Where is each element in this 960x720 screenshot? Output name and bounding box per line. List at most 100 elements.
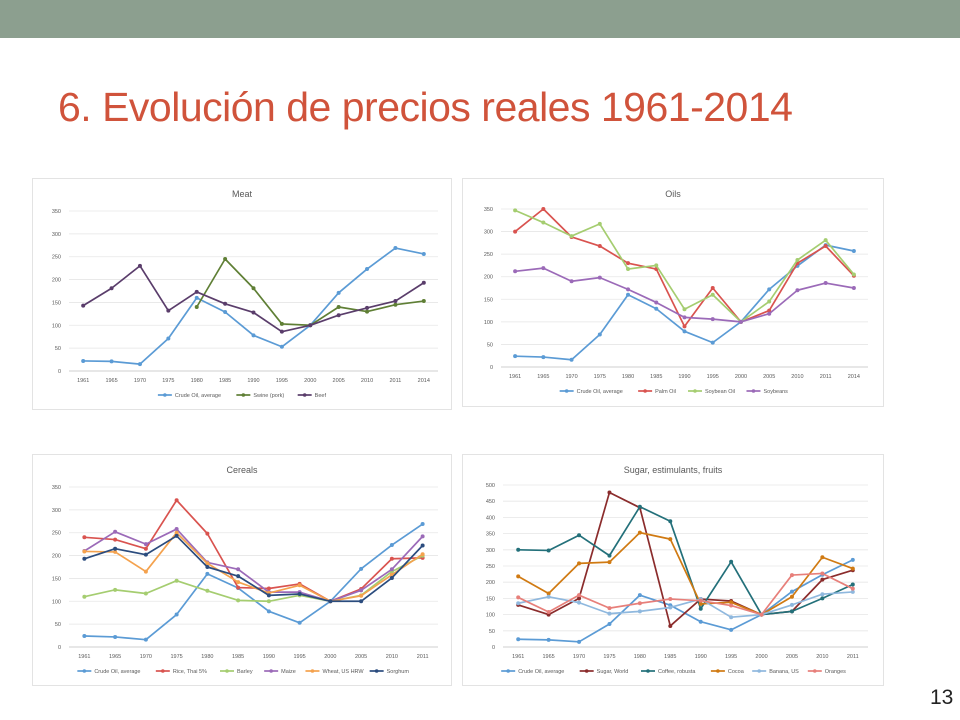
- x-tick-label: 1970: [134, 378, 146, 384]
- data-point-sorghum: [297, 591, 302, 596]
- data-point-beef: [308, 323, 313, 328]
- legend-marker-crude-oil-average: [506, 669, 510, 673]
- chart-title: Cereals: [226, 465, 258, 475]
- data-point-soybeans: [541, 266, 546, 271]
- legend-marker-sugar-world: [584, 669, 589, 673]
- data-point-oranges: [759, 612, 764, 617]
- x-tick-label: 1995: [707, 374, 719, 380]
- legend-marker-oranges: [812, 669, 817, 673]
- data-point-crude-oil-average: [569, 357, 574, 362]
- data-point-palm-oil: [626, 261, 631, 266]
- data-point-soybeans: [823, 281, 828, 286]
- x-tick-label: 1975: [603, 654, 615, 660]
- data-point-swine-pork: [279, 321, 284, 326]
- data-point-crude-oil-average: [223, 310, 228, 315]
- legend-label-coffee-robusta: Coffee, robusta: [658, 669, 696, 675]
- data-point-soybean-oil: [682, 307, 687, 312]
- x-tick-label: 2011: [390, 378, 402, 384]
- y-tick-label: 350: [486, 532, 495, 538]
- data-point-sugar-world: [577, 596, 582, 601]
- data-point-crude-oil-average: [607, 621, 612, 626]
- data-point-soybeans: [569, 279, 574, 284]
- data-point-maize: [236, 567, 241, 572]
- oils-chart: Oils 0 50 100 150 200 250 300 350 1961 1965 1970 197…: [462, 178, 884, 407]
- legend-marker-wheat-us-hrw: [310, 669, 315, 673]
- data-point-barley: [236, 598, 241, 603]
- data-point-soybeans: [597, 275, 602, 280]
- data-point-swine-pork: [421, 299, 426, 304]
- x-tick-label: 1990: [263, 654, 275, 660]
- legend-label-swine-pork: Swine (pork): [253, 393, 284, 399]
- x-tick-label: 2011: [820, 374, 832, 380]
- data-point-sorghum: [328, 599, 333, 604]
- data-point-wheat-us-hrw: [82, 549, 87, 554]
- data-point-barley: [143, 591, 148, 596]
- y-tick-label: 350: [52, 485, 61, 491]
- data-point-soybeans: [513, 269, 518, 274]
- data-point-crude-oil-average: [137, 362, 142, 367]
- data-point-rice-thai-5: [174, 498, 179, 503]
- data-point-coffee-robusta: [789, 609, 794, 614]
- data-point-crude-oil-average: [194, 295, 199, 300]
- data-point-palm-oil: [682, 324, 687, 329]
- x-tick-label: 2000: [304, 378, 316, 384]
- y-tick-label: 350: [52, 209, 61, 215]
- y-tick-label: 100: [484, 320, 493, 326]
- y-tick-label: 200: [486, 580, 495, 586]
- data-point-crude-oil-average: [710, 340, 715, 345]
- data-point-oranges: [850, 586, 855, 591]
- y-tick-label: 300: [52, 232, 61, 238]
- data-point-wheat-us-hrw: [143, 569, 148, 574]
- data-point-sorghum: [266, 593, 271, 598]
- data-point-palm-oil: [597, 244, 602, 249]
- data-point-coffee-robusta: [607, 553, 612, 558]
- data-point-beef: [109, 286, 114, 291]
- legend-label-banana-us: Banana, US: [769, 669, 799, 675]
- x-tick-label: 1961: [78, 654, 90, 660]
- y-tick-label: 0: [58, 369, 61, 375]
- x-tick-label: 2010: [816, 654, 828, 660]
- legend-marker-banana-us: [757, 669, 761, 673]
- legend-marker-soybean-oil: [693, 389, 697, 393]
- legend-label-crude-oil-average: Crude Oil, average: [94, 669, 140, 675]
- x-tick-label: 2010: [361, 378, 373, 384]
- x-tick-label: 1985: [219, 378, 231, 384]
- x-tick-label: 1980: [622, 374, 634, 380]
- x-tick-label: 2010: [386, 654, 398, 660]
- data-point-rice-thai-5: [205, 531, 210, 536]
- chart-title: Sugar, estimulants, fruits: [624, 465, 723, 475]
- data-point-rice-thai-5: [266, 586, 271, 591]
- series-line-soybean-oil: [514, 209, 855, 323]
- data-point-banana-us: [637, 609, 642, 614]
- data-point-crude-oil-average: [577, 639, 582, 644]
- data-point-cocoa: [698, 601, 703, 606]
- data-point-sugar-world: [668, 623, 673, 628]
- data-point-maize: [420, 534, 425, 539]
- y-tick-label: 0: [58, 645, 61, 651]
- data-point-sorghum: [359, 599, 364, 604]
- data-point-banana-us: [516, 601, 521, 606]
- x-tick-label: 1985: [232, 654, 244, 660]
- data-point-swine-pork: [251, 286, 256, 291]
- data-point-banana-us: [546, 594, 551, 599]
- legend-label-rice-thai-5: Rice, Thai 5%: [173, 669, 207, 675]
- x-tick-label: 2000: [735, 374, 747, 380]
- y-tick-label: 100: [486, 613, 495, 619]
- data-point-beef: [251, 310, 256, 315]
- data-point-sorghum: [205, 565, 210, 569]
- legend-label-beef: Beef: [315, 393, 327, 399]
- x-tick-label: 2005: [763, 374, 775, 380]
- data-point-beef: [166, 308, 171, 313]
- y-tick-label: 200: [484, 275, 493, 281]
- series-line-wheat-us-hrw: [84, 531, 424, 603]
- cereals-chart: Cereals 0 50 100 150 200 250 300 350 1961 1965 1970…: [32, 454, 452, 686]
- legend-marker-crude-oil-average: [564, 389, 569, 393]
- data-point-rice-thai-5: [236, 585, 241, 590]
- data-point-coffee-robusta: [637, 504, 642, 509]
- series-line-crude-oil-average: [515, 244, 855, 361]
- data-point-coffee-robusta: [698, 606, 703, 611]
- data-point-soybean-oil: [710, 292, 715, 297]
- data-point-soybean-oil: [851, 272, 856, 277]
- data-point-soybean-oil: [513, 208, 518, 213]
- y-tick-label: 50: [55, 622, 61, 628]
